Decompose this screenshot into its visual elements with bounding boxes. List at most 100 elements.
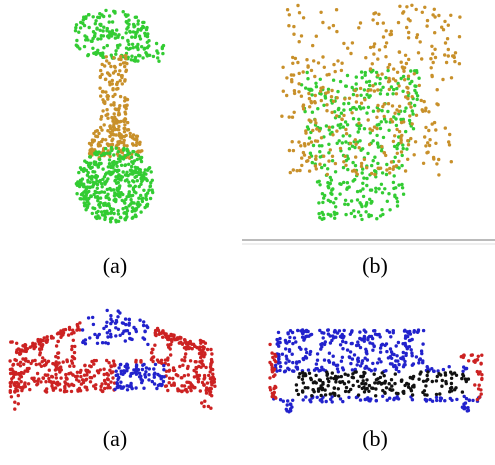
point — [299, 144, 302, 147]
point — [396, 71, 399, 74]
point — [200, 401, 203, 404]
point — [317, 390, 320, 393]
point — [123, 104, 126, 107]
point — [185, 347, 188, 350]
point — [123, 130, 126, 133]
point — [346, 374, 349, 377]
point — [125, 15, 128, 18]
point — [340, 375, 343, 378]
point — [395, 124, 398, 127]
point — [123, 119, 126, 122]
point — [98, 158, 101, 161]
point — [384, 76, 387, 79]
point — [105, 55, 108, 58]
point — [376, 22, 379, 25]
point — [370, 200, 373, 203]
point — [436, 88, 439, 91]
point — [478, 384, 481, 387]
point — [335, 114, 338, 117]
point — [381, 171, 384, 174]
point — [131, 387, 134, 390]
point — [123, 79, 126, 82]
point — [70, 348, 73, 351]
point — [424, 398, 427, 401]
point — [101, 341, 104, 344]
point — [371, 84, 374, 87]
point — [103, 182, 106, 185]
point — [305, 351, 308, 354]
point — [121, 74, 124, 77]
point — [142, 189, 145, 192]
point — [50, 375, 53, 378]
point — [44, 380, 47, 383]
point — [111, 20, 114, 23]
point — [370, 214, 373, 217]
point — [298, 372, 301, 375]
point — [285, 355, 288, 358]
point — [94, 130, 97, 133]
point — [321, 201, 324, 204]
point — [131, 210, 134, 213]
point — [380, 72, 383, 75]
point — [318, 163, 321, 166]
point — [100, 210, 103, 213]
point — [132, 23, 135, 26]
point — [178, 365, 181, 368]
point — [93, 35, 96, 38]
point — [373, 345, 376, 348]
point — [94, 174, 97, 177]
point — [432, 61, 435, 64]
point — [332, 201, 335, 204]
point — [144, 375, 147, 378]
point — [73, 357, 76, 360]
point — [302, 338, 305, 341]
point — [422, 329, 425, 332]
point — [355, 82, 358, 85]
point — [439, 399, 442, 402]
point — [395, 344, 398, 347]
point — [349, 52, 352, 55]
point — [94, 19, 97, 22]
point — [304, 395, 307, 398]
point — [286, 8, 289, 11]
point — [461, 390, 464, 393]
point — [162, 380, 165, 383]
point — [279, 398, 282, 401]
point — [435, 162, 438, 165]
point — [373, 329, 376, 332]
point — [376, 104, 379, 107]
point — [92, 193, 95, 196]
point — [302, 381, 305, 384]
point — [420, 349, 423, 352]
point — [109, 314, 112, 317]
point — [455, 398, 458, 401]
point — [367, 118, 370, 121]
point — [355, 75, 358, 78]
point — [326, 329, 329, 332]
point — [151, 348, 154, 351]
point — [121, 156, 124, 159]
point — [302, 16, 305, 19]
point — [369, 46, 372, 49]
point — [313, 75, 316, 78]
point — [330, 111, 333, 114]
point — [341, 141, 344, 144]
point — [405, 5, 408, 8]
point — [379, 127, 382, 130]
point — [105, 179, 108, 182]
point — [121, 373, 124, 376]
point — [116, 382, 119, 385]
point — [96, 37, 99, 40]
point — [380, 183, 383, 186]
point — [365, 203, 368, 206]
point — [344, 164, 347, 167]
point — [378, 48, 381, 51]
point — [201, 363, 204, 366]
point — [427, 110, 430, 113]
point — [406, 139, 409, 142]
point — [438, 392, 441, 395]
point — [321, 218, 324, 221]
point — [52, 336, 55, 339]
point — [338, 182, 341, 185]
point — [330, 95, 333, 98]
